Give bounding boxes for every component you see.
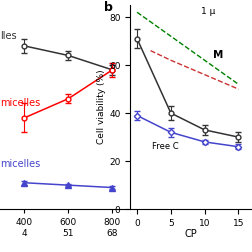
X-axis label: CP: CP [185, 229, 198, 239]
Text: b: b [104, 1, 112, 14]
Y-axis label: Cell viability (%): Cell viability (%) [97, 70, 106, 144]
Text: 1 μ: 1 μ [201, 7, 215, 16]
Text: lles: lles [0, 31, 17, 41]
Text: M: M [213, 50, 224, 60]
Text: micelles: micelles [0, 159, 40, 169]
Text: micelles: micelles [0, 98, 40, 108]
Text: Free C: Free C [152, 142, 179, 151]
